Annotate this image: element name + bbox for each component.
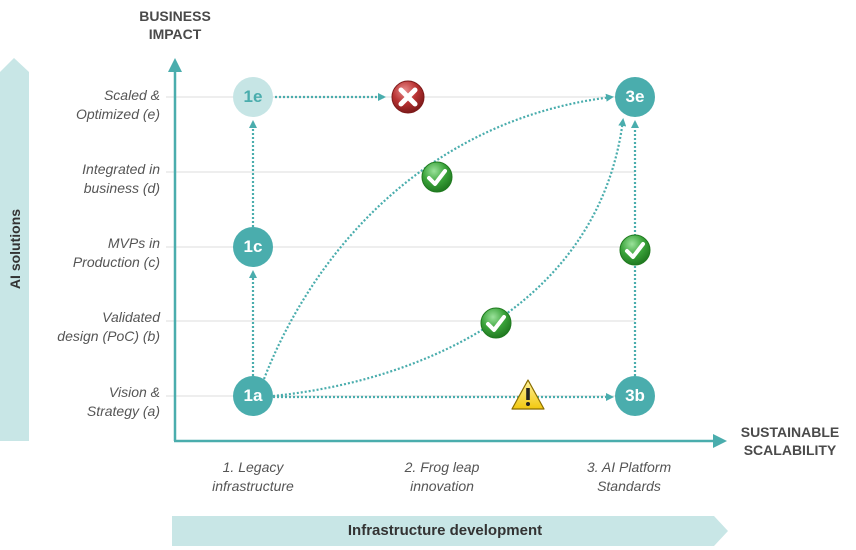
col-label-line: 3. AI Platform bbox=[586, 459, 672, 475]
row-label-line: Optimized (e) bbox=[75, 106, 160, 122]
col-label-1: 1. Legacy infrastructure bbox=[183, 458, 323, 496]
row-label-line: MVPs in bbox=[107, 235, 160, 251]
col-label-3: 3. AI Platform Standards bbox=[559, 458, 699, 496]
path-1a-3e-lower bbox=[272, 118, 627, 398]
row-label-e: Scaled & Optimized (e) bbox=[30, 86, 160, 124]
infrastructure-development-label: Infrastructure development bbox=[347, 522, 543, 539]
node-1a: 1a bbox=[233, 376, 273, 416]
x-axis-title: SUSTAINABLE SCALABILITY bbox=[728, 423, 852, 459]
row-label-line: business (d) bbox=[83, 180, 160, 196]
node-1e: 1e bbox=[233, 77, 273, 117]
warning-icon bbox=[511, 379, 545, 410]
x-axis-title-line1: SUSTAINABLE bbox=[740, 424, 840, 440]
x-axis-title-line2: SCALABILITY bbox=[743, 442, 837, 458]
col-label-line: 2. Frog leap bbox=[404, 459, 480, 475]
y-axis-title: BUSINESS IMPACT bbox=[120, 7, 230, 43]
x-axis bbox=[174, 434, 727, 448]
check-icon bbox=[421, 161, 453, 193]
cross-icon bbox=[391, 80, 425, 114]
row-label-d: Integrated in business (d) bbox=[30, 160, 160, 198]
row-label-line: Integrated in bbox=[82, 161, 160, 177]
col-label-line: 1. Legacy bbox=[222, 459, 284, 475]
y-axis bbox=[168, 58, 182, 441]
row-label-c: MVPs in Production (c) bbox=[30, 234, 160, 272]
row-label-a: Vision & Strategy (a) bbox=[30, 383, 160, 421]
row-label-line: Production (c) bbox=[72, 254, 160, 270]
row-label-line: Vision & bbox=[108, 384, 160, 400]
node-3b: 3b bbox=[615, 376, 655, 416]
infrastructure-band bbox=[172, 516, 728, 546]
row-label-line: Validated bbox=[102, 309, 160, 325]
y-axis-title-line1: BUSINESS bbox=[139, 8, 211, 24]
node-3e: 3e bbox=[615, 77, 655, 117]
ai-solutions-label: AI solutions bbox=[7, 208, 23, 290]
col-label-2: 2. Frog leap innovation bbox=[372, 458, 512, 496]
check-icon bbox=[619, 234, 651, 266]
row-label-line: Strategy (a) bbox=[86, 403, 160, 419]
check-icon bbox=[480, 307, 512, 339]
col-label-line: infrastructure bbox=[212, 478, 294, 494]
y-axis-title-line2: IMPACT bbox=[148, 26, 202, 42]
col-label-line: innovation bbox=[410, 478, 474, 494]
path-1a-3e-upper bbox=[262, 93, 614, 380]
col-label-line: Standards bbox=[597, 478, 661, 494]
row-label-b: Validated design (PoC) (b) bbox=[30, 308, 160, 346]
row-label-line: design (PoC) (b) bbox=[57, 328, 160, 344]
node-1c: 1c bbox=[233, 227, 273, 267]
row-label-line: Scaled & bbox=[103, 87, 160, 103]
ai-solutions-band bbox=[0, 58, 29, 441]
